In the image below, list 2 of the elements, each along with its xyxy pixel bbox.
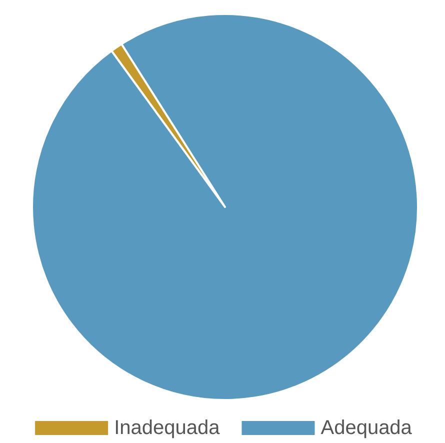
legend-label: Inadequada — [114, 417, 221, 439]
legend-label: Adequada — [320, 417, 413, 439]
